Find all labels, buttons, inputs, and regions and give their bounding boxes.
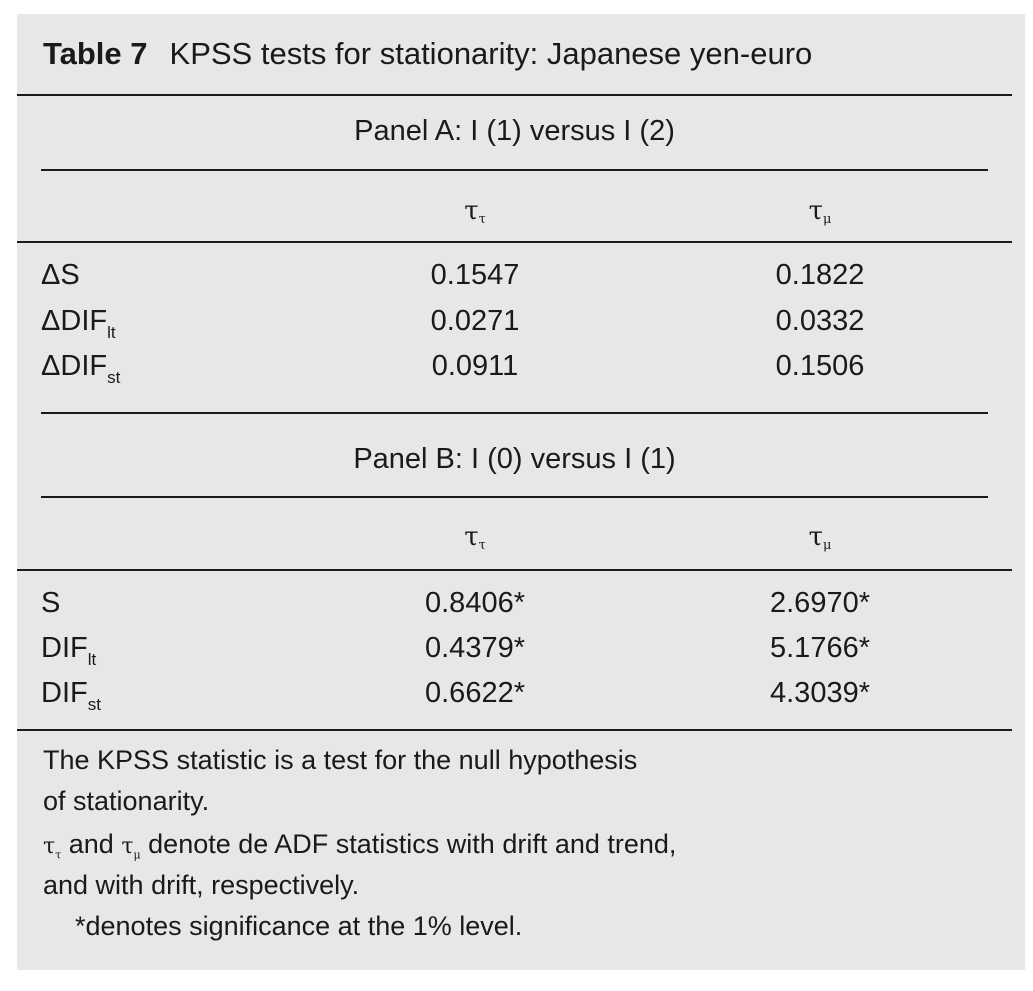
panel-b-col-tau-mu: τμ xyxy=(808,522,832,553)
rule-panel-b-header xyxy=(17,569,1012,571)
table-row: DIFlt 0.4379* 5.1766* xyxy=(41,632,870,669)
table-row: S 0.8406* 2.6970* xyxy=(41,587,870,619)
panel-b-title: Panel B: I (0) versus I (1) xyxy=(353,443,676,475)
panel-a-col-tau-mu: τμ xyxy=(808,196,832,227)
table-row: DIFst 0.6622* 4.3039* xyxy=(41,677,870,714)
table-row: ΔDIFst 0.0911 0.1506 xyxy=(41,350,865,387)
table-panel: Table 7 KPSS tests for stationarity: Japa… xyxy=(17,14,1025,970)
table-row: ΔS 0.1547 0.1822 xyxy=(41,259,865,291)
note-line: and with drift, respectively. xyxy=(43,870,360,900)
note-line: of stationarity. xyxy=(43,786,210,816)
rule-bottom xyxy=(17,729,1012,731)
rule-panel-a-header xyxy=(17,241,1012,243)
rule-panel-a-title xyxy=(41,169,988,171)
rule-panel-b-title xyxy=(41,496,988,498)
panel-b-col-tau-tau: ττ xyxy=(464,522,486,553)
note-line: ττ and τμ denote de ADF statistics with … xyxy=(43,829,677,862)
panel-a-title: Panel A: I (1) versus I (2) xyxy=(354,115,675,147)
table-label: Table 7 xyxy=(43,36,148,71)
note-line: *denotes significance at the 1% level. xyxy=(75,911,523,941)
rule-top xyxy=(17,94,1012,96)
panel-a-col-tau-tau: ττ xyxy=(464,196,486,227)
rule-panel-a-end xyxy=(41,412,988,414)
table-title: KPSS tests for stationarity: Japanese ye… xyxy=(169,36,813,71)
table-row: ΔDIFlt 0.0271 0.0332 xyxy=(41,305,865,342)
table-caption: Table 7 KPSS tests for stationarity: Japa… xyxy=(43,36,812,72)
note-line: The KPSS statistic is a test for the nul… xyxy=(43,745,638,775)
